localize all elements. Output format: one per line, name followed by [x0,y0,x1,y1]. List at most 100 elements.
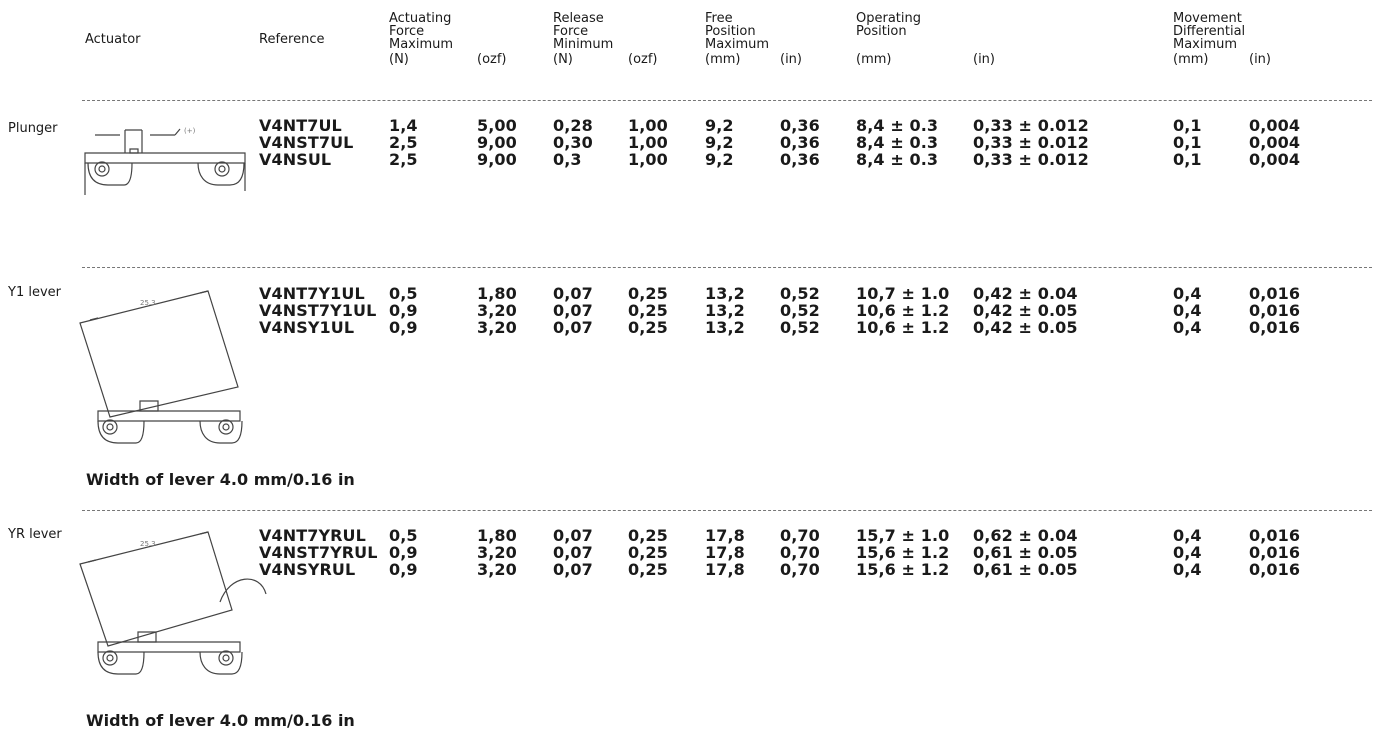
unit-free-mm: (mm) [705,52,741,67]
free-in-cell: 0,52 [780,284,820,303]
rel-n-cell: 0,07 [553,560,593,579]
unit-mov-in: (in) [1249,52,1271,67]
header-operating-2: Position [856,24,907,39]
op-in-cell: 0,33 ± 0.012 [973,150,1089,169]
act-ozf-cell: 3,20 [477,318,517,337]
rel-ozf-cell: 0,25 [628,526,668,545]
mov-mm-cell: 0,4 [1173,318,1202,337]
act-n-cell: 0,9 [389,318,418,337]
act-ozf-cell: 9,00 [477,133,517,152]
header-actuating-1: Actuating [389,11,452,26]
ref-cell: V4NT7Y1UL [259,284,365,303]
ref-cell: V4NT7UL [259,116,342,135]
mov-mm-cell: 0,1 [1173,150,1202,169]
unit-act-ozf: (ozf) [477,52,507,67]
header-actuating-2: Force [389,24,425,39]
table-row: V4NST7YRUL [259,544,378,561]
mov-in-cell: 0,016 [1249,560,1301,579]
op-mm-cell: 15,7 ± 1.0 [856,526,950,545]
mov-in-cell: 0,016 [1249,526,1301,545]
header-free-3: Maximum [705,37,770,52]
plunger-actuator-drawing-icon: (+) [84,127,246,195]
rel-ozf-cell: 0,25 [628,301,668,320]
header-actuator: Actuator [85,32,141,47]
unit-free-in: (in) [780,52,802,67]
free-mm-cell: 9,2 [705,133,734,152]
unit-act-n: (N) [389,52,409,67]
mov-in-cell: 0,004 [1249,150,1301,169]
rel-n-cell: 0,07 [553,526,593,545]
header-release-2: Force [553,24,589,39]
rel-ozf-cell: 1,00 [628,150,668,169]
op-in-cell: 0,33 ± 0.012 [973,133,1089,152]
header-release-1: Release [553,11,604,26]
table-row: V4NST7Y1UL [259,302,376,319]
free-in-cell: 0,36 [780,116,820,135]
rel-n-cell: 0,07 [553,301,593,320]
act-n-cell: 0,9 [389,543,418,562]
lever-width-note: Width of lever 4.0 mm/0.16 in [86,711,355,730]
rel-ozf-cell: 0,25 [628,543,668,562]
rel-ozf-cell: 0,25 [628,284,668,303]
op-in-cell: 0,61 ± 0.05 [973,543,1078,562]
lever-width-note: Width of lever 4.0 mm/0.16 in [86,470,355,489]
table-row: V4NST7UL [259,134,353,151]
act-ozf-cell: 3,20 [477,543,517,562]
free-mm-cell: 9,2 [705,150,734,169]
free-mm-cell: 13,2 [705,318,745,337]
free-mm-cell: 9,2 [705,116,734,135]
op-mm-cell: 10,7 ± 1.0 [856,284,950,303]
header-operating-1: Operating [856,11,921,26]
ref-cell: V4NSY1UL [259,318,355,337]
rel-n-cell: 0,30 [553,133,593,152]
mov-in-cell: 0,016 [1249,284,1301,303]
free-mm-cell: 17,8 [705,543,745,562]
table-row: V4NT7UL [259,117,342,134]
op-in-cell: 0,33 ± 0.012 [973,116,1089,135]
free-in-cell: 0,70 [780,543,820,562]
free-in-cell: 0,70 [780,526,820,545]
act-n-cell: 2,5 [389,150,418,169]
free-in-cell: 0,36 [780,150,820,169]
ref-cell: V4NSYRUL [259,560,356,579]
rel-ozf-cell: 0,25 [628,560,668,579]
rel-n-cell: 0,28 [553,116,593,135]
rel-n-cell: 0,07 [553,318,593,337]
ref-cell: V4NST7YRUL [259,543,378,562]
op-in-cell: 0,42 ± 0.04 [973,284,1078,303]
mov-mm-cell: 0,4 [1173,560,1202,579]
unit-rel-n: (N) [553,52,573,67]
mov-in-cell: 0,016 [1249,301,1301,320]
unit-mov-mm: (mm) [1173,52,1209,67]
free-mm-cell: 17,8 [705,560,745,579]
op-in-cell: 0,42 ± 0.05 [973,301,1078,320]
rel-n-cell: 0,3 [553,150,582,169]
op-in-cell: 0,42 ± 0.05 [973,318,1078,337]
rel-ozf-cell: 0,25 [628,318,668,337]
divider [82,510,1372,511]
ref-cell: V4NST7Y1UL [259,301,377,320]
header-movement-1: Movement [1173,11,1242,26]
header-movement-3: Maximum [1173,37,1238,52]
act-ozf-cell: 9,00 [477,150,517,169]
mov-mm-cell: 0,4 [1173,543,1202,562]
act-ozf-cell: 5,00 [477,116,517,135]
op-mm-cell: 8,4 ± 0.3 [856,116,939,135]
unit-op-mm: (mm) [856,52,892,67]
mov-mm-cell: 0,1 [1173,116,1202,135]
header-free-2: Position [705,24,756,39]
divider [82,267,1372,268]
table-row: V4NSY1UL [259,319,354,336]
svg-text:(+): (+) [184,127,196,135]
act-ozf-cell: 3,20 [477,560,517,579]
act-ozf-cell: 1,80 [477,526,517,545]
act-ozf-cell: 3,20 [477,301,517,320]
yr-lever-actuator-drawing-icon: 25.3 [79,531,267,675]
header-free-1: Free [705,11,733,26]
table-row: V4NT7YRUL [259,527,366,544]
act-n-cell: 0,9 [389,301,418,320]
y1-lever-actuator-drawing-icon: 25.3 [79,290,243,444]
mov-in-cell: 0,004 [1249,133,1301,152]
free-in-cell: 0,36 [780,133,820,152]
table-row: V4NSUL [259,151,331,168]
